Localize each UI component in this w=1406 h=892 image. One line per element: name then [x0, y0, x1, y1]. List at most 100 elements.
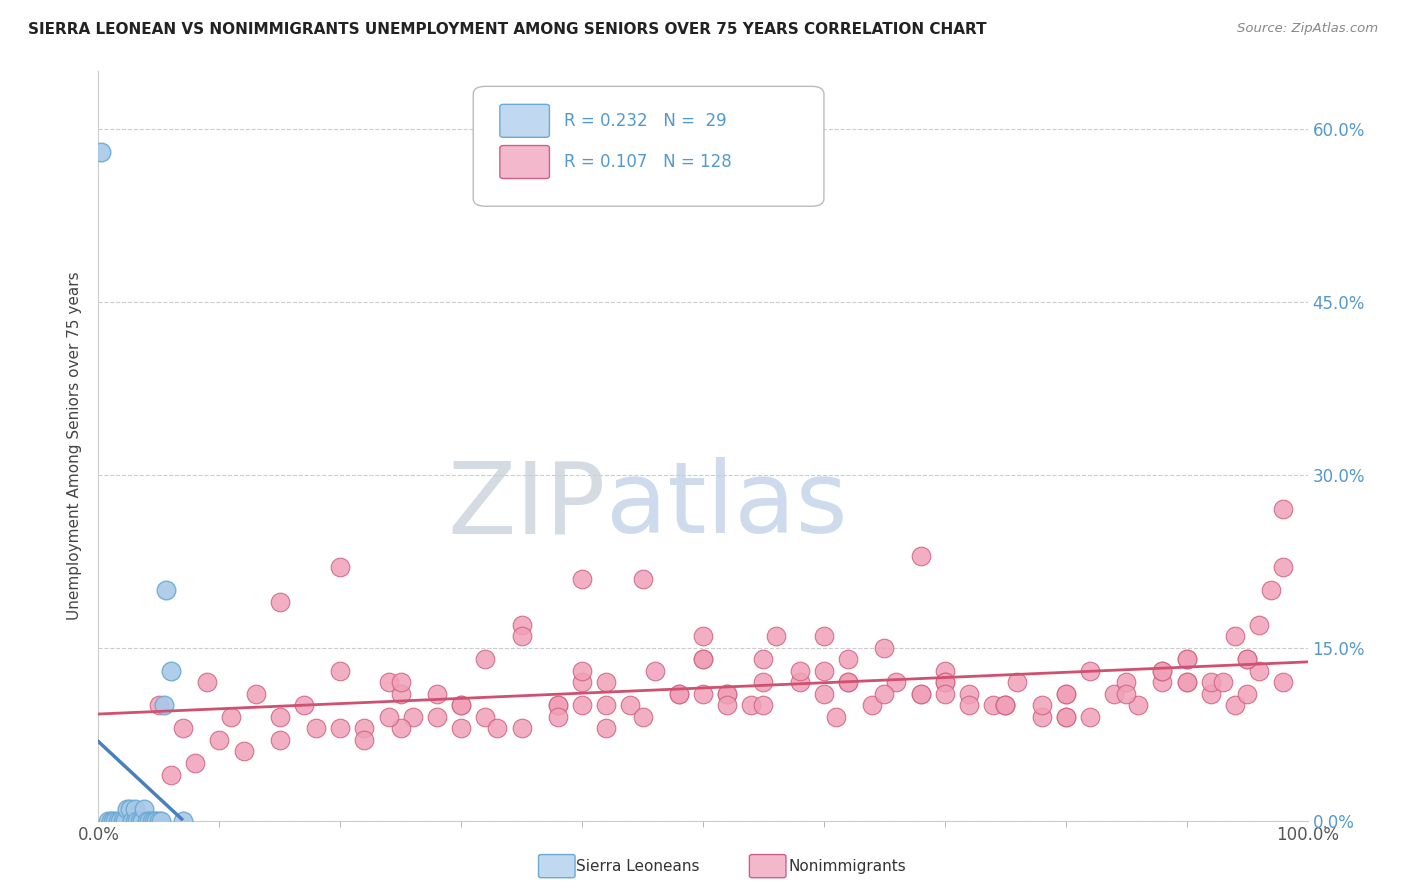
- Point: [1078, 664, 1101, 678]
- Point: [910, 687, 932, 701]
- Point: [752, 698, 775, 713]
- Point: [269, 710, 291, 724]
- Point: [789, 675, 811, 690]
- Point: [127, 814, 149, 828]
- Point: [90, 145, 112, 159]
- Point: [934, 675, 956, 690]
- Point: [547, 698, 569, 713]
- Point: [111, 814, 134, 828]
- Point: [1249, 617, 1271, 632]
- Y-axis label: Unemployment Among Seniors over 75 years: Unemployment Among Seniors over 75 years: [67, 272, 83, 620]
- Point: [934, 675, 956, 690]
- Point: [571, 675, 593, 690]
- Point: [837, 675, 859, 690]
- Point: [1236, 652, 1258, 666]
- FancyBboxPatch shape: [501, 145, 550, 178]
- Point: [752, 652, 775, 666]
- Point: [910, 687, 932, 701]
- Point: [1078, 710, 1101, 724]
- Point: [1236, 652, 1258, 666]
- Point: [1249, 664, 1271, 678]
- Point: [994, 698, 1017, 713]
- Point: [377, 675, 399, 690]
- Point: [486, 722, 509, 736]
- Point: [644, 664, 666, 678]
- Point: [128, 814, 150, 828]
- Point: [148, 698, 170, 713]
- Point: [631, 572, 654, 586]
- Point: [837, 675, 859, 690]
- Point: [101, 814, 124, 828]
- Point: [134, 802, 156, 816]
- Point: [1152, 675, 1174, 690]
- Text: Nonimmigrants: Nonimmigrants: [789, 859, 907, 873]
- Text: atlas: atlas: [606, 458, 848, 555]
- Point: [692, 652, 714, 666]
- Point: [389, 722, 412, 736]
- Point: [934, 664, 956, 678]
- Point: [1054, 710, 1077, 724]
- Text: Sierra Leoneans: Sierra Leoneans: [576, 859, 700, 873]
- Point: [873, 687, 896, 701]
- Point: [910, 549, 932, 563]
- Point: [873, 640, 896, 655]
- Point: [692, 652, 714, 666]
- Point: [172, 814, 194, 828]
- Point: [510, 722, 533, 736]
- Point: [1007, 675, 1029, 690]
- Point: [619, 698, 641, 713]
- Point: [389, 687, 412, 701]
- Point: [1054, 687, 1077, 701]
- Point: [124, 802, 146, 816]
- Point: [138, 814, 160, 828]
- Point: [353, 733, 375, 747]
- Point: [329, 664, 352, 678]
- Point: [118, 802, 141, 816]
- Point: [752, 675, 775, 690]
- Point: [1272, 502, 1295, 516]
- Point: [716, 698, 738, 713]
- Text: R = 0.232   N =  29: R = 0.232 N = 29: [564, 112, 727, 130]
- Point: [1175, 652, 1198, 666]
- Point: [232, 744, 254, 758]
- Point: [994, 698, 1017, 713]
- Point: [886, 675, 908, 690]
- Point: [1054, 687, 1077, 701]
- Point: [474, 652, 496, 666]
- Text: SIERRA LEONEAN VS NONIMMIGRANTS UNEMPLOYMENT AMONG SENIORS OVER 75 YEARS CORRELA: SIERRA LEONEAN VS NONIMMIGRANTS UNEMPLOY…: [28, 22, 987, 37]
- Point: [172, 722, 194, 736]
- Point: [957, 698, 980, 713]
- Point: [1152, 664, 1174, 678]
- Point: [1223, 698, 1246, 713]
- Point: [426, 710, 449, 724]
- Point: [305, 722, 328, 736]
- Point: [269, 733, 291, 747]
- Point: [547, 710, 569, 724]
- Point: [813, 687, 835, 701]
- Point: [740, 698, 762, 713]
- Point: [595, 722, 617, 736]
- Point: [377, 710, 399, 724]
- Point: [1260, 583, 1282, 598]
- Text: ZIP: ZIP: [449, 458, 606, 555]
- Point: [1115, 675, 1137, 690]
- Point: [789, 664, 811, 678]
- Point: [1115, 687, 1137, 701]
- Point: [1152, 664, 1174, 678]
- Point: [145, 814, 167, 828]
- Point: [195, 675, 218, 690]
- Point: [1272, 675, 1295, 690]
- Point: [957, 687, 980, 701]
- Text: Source: ZipAtlas.com: Source: ZipAtlas.com: [1237, 22, 1378, 36]
- Point: [510, 629, 533, 643]
- Point: [1212, 675, 1234, 690]
- Point: [1223, 629, 1246, 643]
- Point: [571, 664, 593, 678]
- Point: [160, 664, 183, 678]
- Point: [1272, 560, 1295, 574]
- Point: [860, 698, 883, 713]
- Point: [108, 814, 131, 828]
- Point: [765, 629, 787, 643]
- Point: [1102, 687, 1125, 701]
- Point: [184, 756, 207, 770]
